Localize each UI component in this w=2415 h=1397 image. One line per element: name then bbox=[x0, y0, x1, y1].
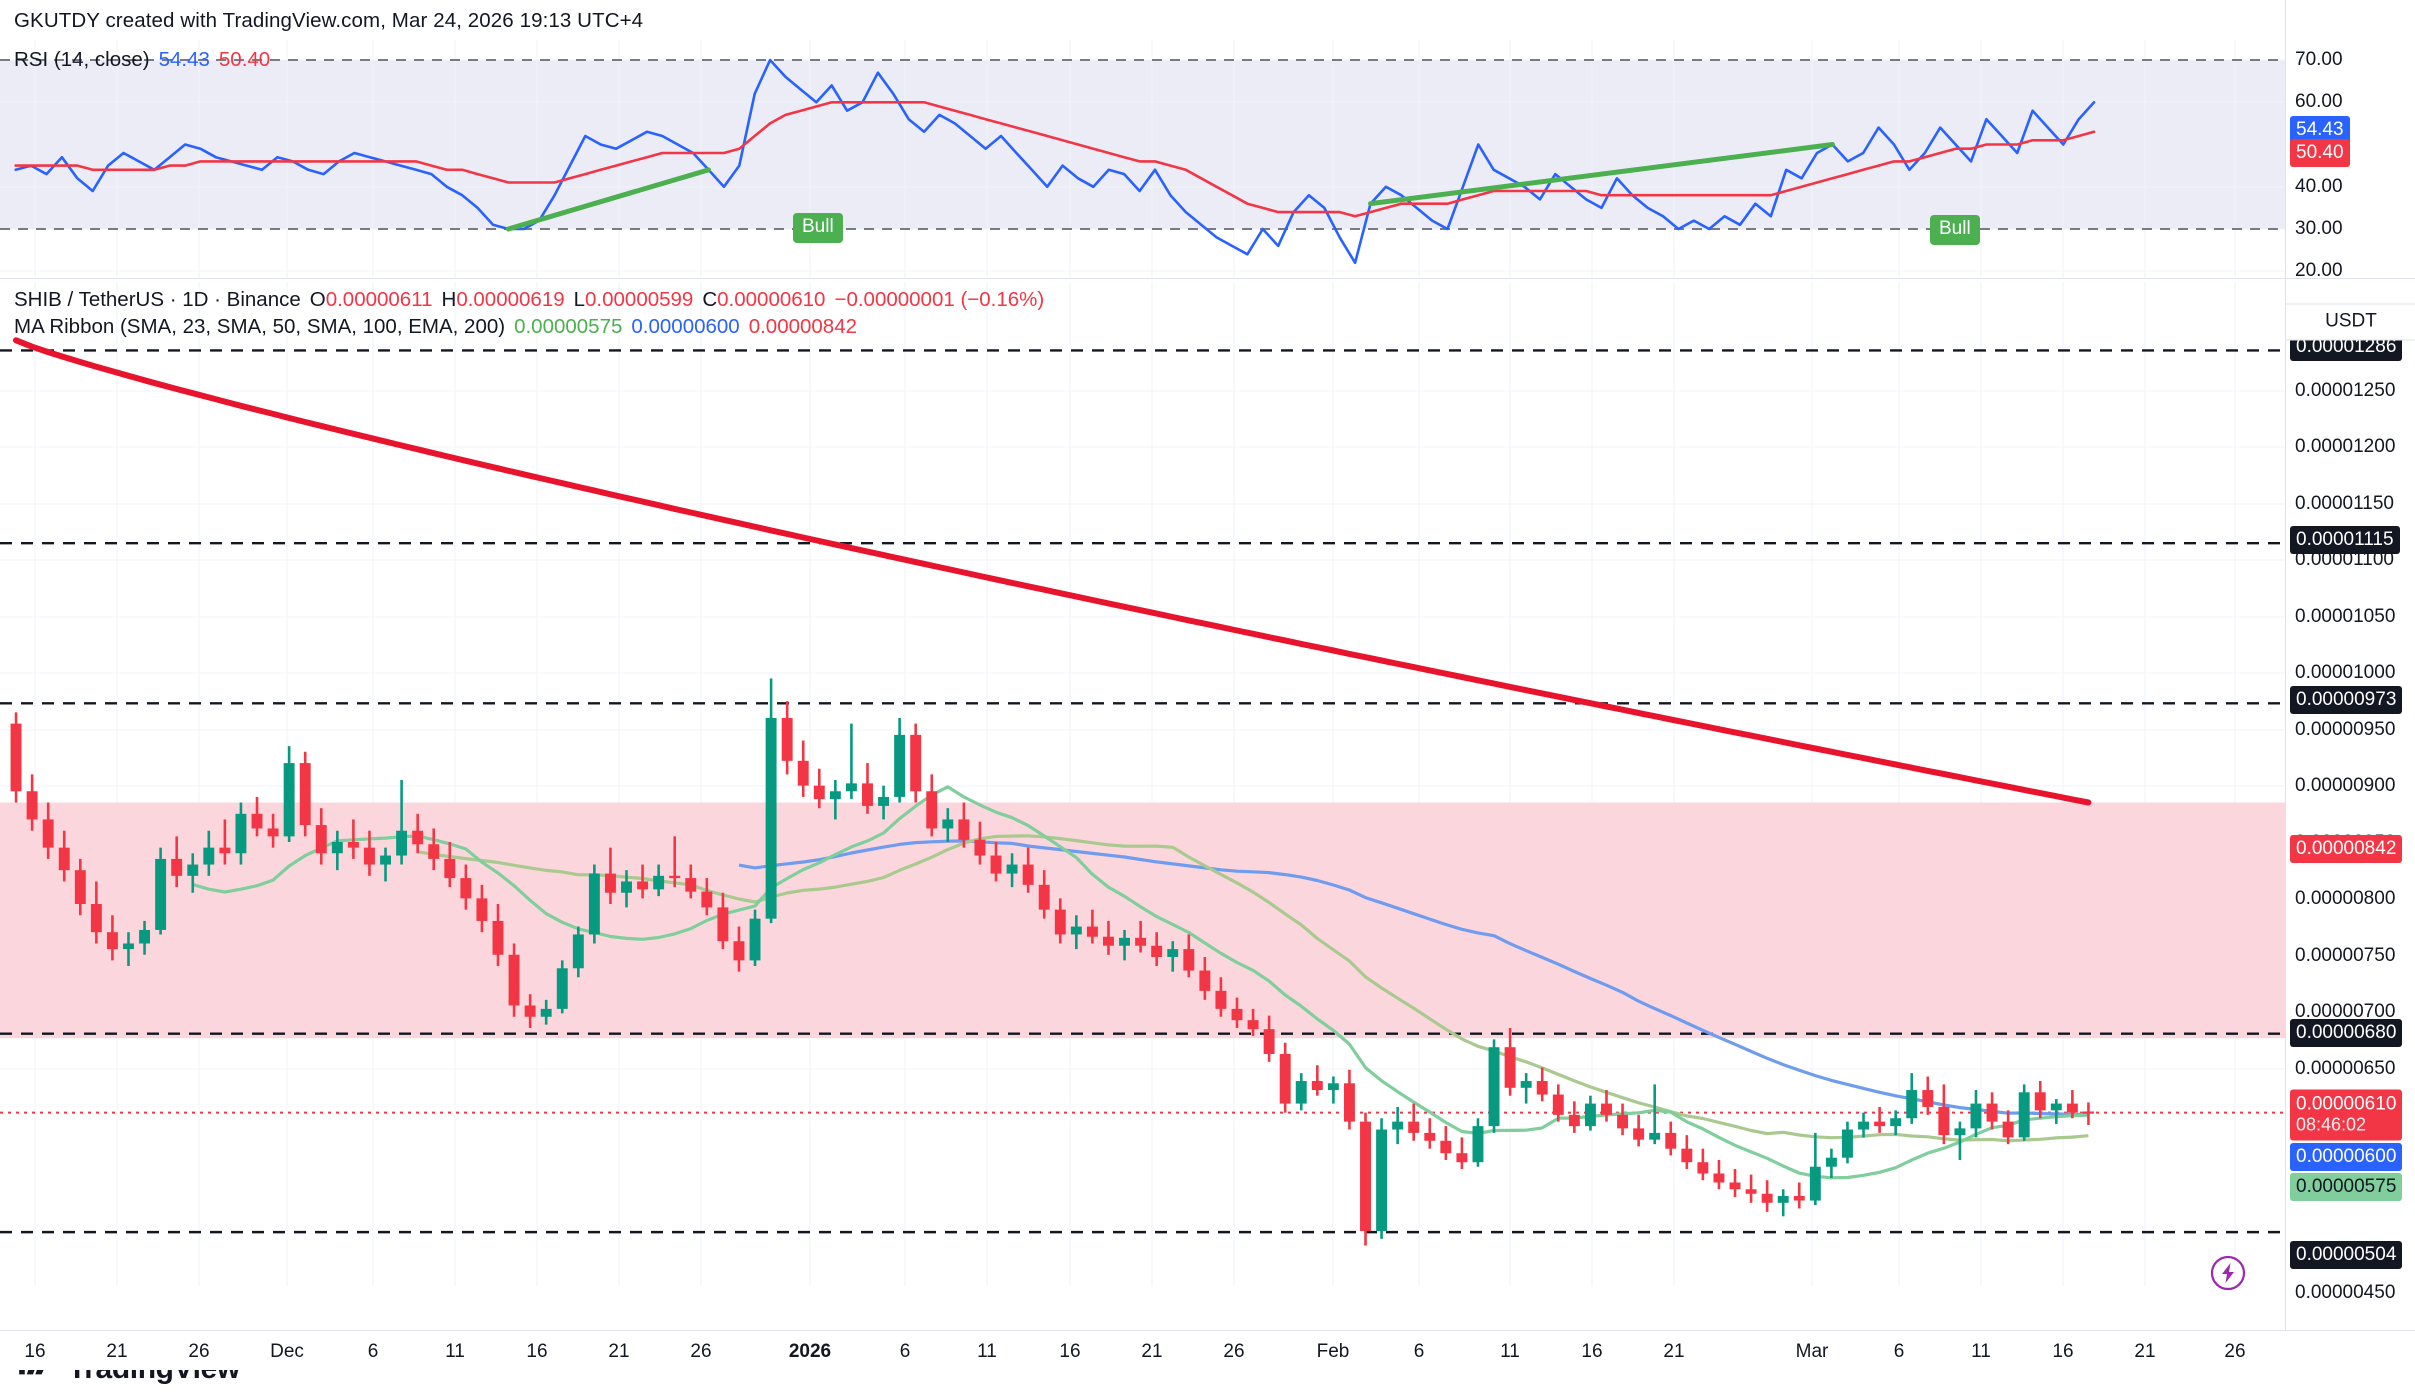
price-scale-tick: 0.00001200 bbox=[2295, 436, 2396, 457]
price-scale-tick: 0.00000750 bbox=[2295, 945, 2396, 966]
time-scale-tick: 21 bbox=[1141, 1341, 1163, 1362]
time-scale-tick: 16 bbox=[526, 1341, 548, 1362]
time-scale-tick: 21 bbox=[106, 1341, 128, 1362]
price-scale-badge[interactable]: 0.00000504 bbox=[2290, 1241, 2403, 1269]
price-scale-badge[interactable]: 0.00000680 bbox=[2290, 1019, 2403, 1047]
candle-series bbox=[10, 678, 2094, 1246]
time-scale-tick: 16 bbox=[2052, 1341, 2074, 1362]
price-scale-tick: 0.00000650 bbox=[2295, 1058, 2396, 1079]
price-scale-badge[interactable]: 0.00000610 08:46:02 bbox=[2290, 1089, 2403, 1141]
time-scale-tick: Mar bbox=[1795, 1341, 1829, 1362]
pane-separator[interactable] bbox=[0, 278, 2415, 279]
rsi-line-rsi-based-ma bbox=[14, 101, 2096, 218]
rsi-bull-divergence bbox=[505, 167, 712, 232]
rsi-bull-divergence bbox=[1368, 142, 1835, 207]
price-scale-tick: 0.00000950 bbox=[2295, 719, 2396, 740]
rsi-plot[interactable] bbox=[0, 40, 2285, 278]
countdown-timer: 08:46:02 bbox=[2296, 1114, 2367, 1135]
rsi-line-rsi bbox=[14, 58, 2096, 265]
price-scale-badge[interactable]: 0.00000842 bbox=[2290, 835, 2403, 863]
time-scale-tick: 21 bbox=[2134, 1341, 2156, 1362]
price-scale-tick: 0.00001050 bbox=[2295, 606, 2396, 627]
time-scale-tick: 26 bbox=[690, 1341, 712, 1362]
price-scale-tick: 0.00000450 bbox=[2295, 1282, 2396, 1303]
bull-marker[interactable]: Bull bbox=[793, 213, 843, 243]
credit-text: GKUTDY created with TradingView.com, Mar… bbox=[14, 9, 644, 32]
time-scale-tick: 6 bbox=[899, 1341, 911, 1362]
price-scale-tick: 0.00000800 bbox=[2295, 888, 2396, 909]
time-scale-tick: 21 bbox=[1663, 1341, 1685, 1362]
price-scale-tick: 0.00000900 bbox=[2295, 775, 2396, 796]
price-scale-badge[interactable]: 0.00000973 bbox=[2290, 686, 2403, 714]
lightning-icon[interactable] bbox=[2208, 1253, 2248, 1298]
time-scale-tick: 11 bbox=[1500, 1341, 1520, 1362]
bull-marker[interactable]: Bull bbox=[1930, 215, 1980, 245]
time-scale-tick: 11 bbox=[977, 1341, 997, 1362]
time-scale-tick: 6 bbox=[1413, 1341, 1425, 1362]
footer: TradingView bbox=[0, 1352, 2415, 1397]
price-pane[interactable] bbox=[0, 282, 2285, 1286]
price-plot[interactable] bbox=[0, 282, 2285, 1286]
price-scale-badge[interactable]: 0.00000575 bbox=[2290, 1173, 2403, 1201]
time-scale-tick: 11 bbox=[1971, 1341, 1991, 1362]
rsi-scale-badge[interactable]: 50.40 bbox=[2290, 139, 2350, 167]
price-scale-tick: 0.00001100 bbox=[2295, 549, 2394, 570]
time-scale-tick: 2026 bbox=[788, 1341, 832, 1362]
time-scale-tick: 6 bbox=[1893, 1341, 1905, 1362]
time-scale-tick: 16 bbox=[24, 1341, 46, 1362]
time-scale-tick: Dec bbox=[270, 1341, 304, 1362]
price-scale-tick: 0.00001150 bbox=[2295, 493, 2394, 514]
time-scale-tick: 11 bbox=[445, 1341, 465, 1362]
time-scale-tick: 16 bbox=[1581, 1341, 1603, 1362]
currency-label: USDT bbox=[2286, 303, 2415, 341]
rsi-pane[interactable] bbox=[0, 40, 2285, 278]
rsi-scale-tick: 70.00 bbox=[2295, 49, 2343, 70]
rsi-scale-tick: 40.00 bbox=[2295, 176, 2343, 197]
price-scale-tick: 0.00000700 bbox=[2295, 1001, 2396, 1022]
price-scale-badge[interactable]: 0.00000600 bbox=[2290, 1143, 2403, 1171]
rsi-scale-tick: 20.00 bbox=[2295, 260, 2343, 281]
time-scale[interactable]: 16 21 26 Dec 6 11 16 21 26 2026 6 11 16 21 26 Feb 6 11 16 2… bbox=[0, 1330, 2415, 1370]
price-scale-tick: 0.00001250 bbox=[2295, 380, 2396, 401]
time-scale-tick: 26 bbox=[188, 1341, 210, 1362]
time-scale-tick: 16 bbox=[1059, 1341, 1081, 1362]
time-scale-tick: Feb bbox=[1316, 1341, 1350, 1362]
price-scale[interactable]: 70.00 60.00 40.00 30.00 20.00 54.43 50.40 0.000… bbox=[2285, 0, 2415, 1330]
time-scale-tick: 6 bbox=[367, 1341, 379, 1362]
price-scale-tick: 0.00001000 bbox=[2295, 662, 2396, 683]
price-scale-badge[interactable]: 0.00001115 bbox=[2290, 526, 2400, 554]
rsi-scale-tick: 60.00 bbox=[2295, 91, 2343, 112]
rsi-scale-tick: 30.00 bbox=[2295, 218, 2343, 239]
time-scale-tick: 26 bbox=[1223, 1341, 1245, 1362]
price-scale-divider bbox=[2286, 278, 2415, 279]
time-scale-tick: 21 bbox=[608, 1341, 630, 1362]
time-scale-tick: 26 bbox=[2224, 1341, 2246, 1362]
